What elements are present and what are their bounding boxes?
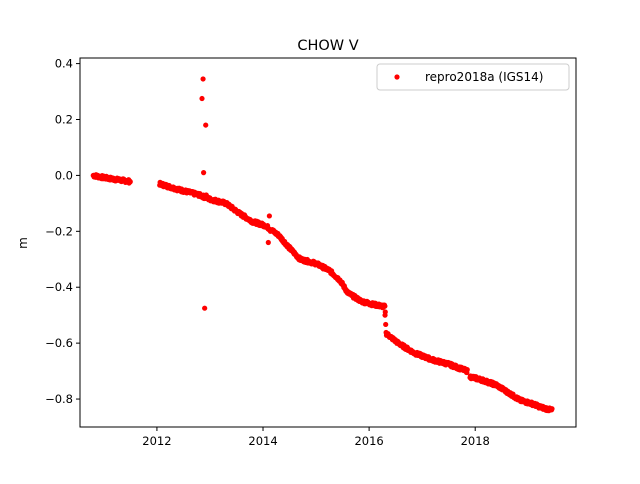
data-point xyxy=(382,303,388,309)
y-tick-label: −0.6 xyxy=(45,336,73,350)
plot-frame xyxy=(79,57,577,428)
outlier-point xyxy=(203,192,209,198)
legend-label: repro2018a (IGS14) xyxy=(425,70,543,84)
outlier-point xyxy=(266,213,272,219)
data-point xyxy=(549,406,555,412)
outlier-point xyxy=(202,305,208,311)
y-tick-label: 0.2 xyxy=(55,113,73,127)
outlier-point xyxy=(382,312,388,318)
data-point xyxy=(464,367,470,373)
legend-box xyxy=(376,63,570,91)
y-tick-label: −0.2 xyxy=(45,224,73,238)
data-point xyxy=(383,321,389,328)
y-tick-label: 0.4 xyxy=(55,57,73,71)
legend-marker xyxy=(394,74,400,80)
outlier-point xyxy=(201,170,207,176)
x-tick-label: 2012 xyxy=(142,434,171,448)
outlier-point xyxy=(265,239,271,246)
y-tick-label: 0.0 xyxy=(55,168,73,182)
outlier-point xyxy=(267,228,274,234)
data-points xyxy=(90,76,555,414)
x-tick-label: 2014 xyxy=(248,434,277,448)
x-tick-label: 2018 xyxy=(461,434,490,448)
y-tick-label: −0.8 xyxy=(45,392,73,406)
x-axis-ticks: 2012 2014 2016 2018 xyxy=(142,427,490,448)
y-axis-ticks: −0.8 −0.6 −0.4 −0.2 0.0 0.2 0.4 xyxy=(45,57,80,406)
x-tick-label: 2016 xyxy=(354,434,383,448)
y-tick-label: −0.4 xyxy=(45,280,73,294)
y-axis-label: m xyxy=(16,237,30,249)
chart-title: CHOW V xyxy=(297,38,358,54)
outlier-point xyxy=(200,76,206,82)
outlier-point xyxy=(199,95,205,102)
legend: repro2018a (IGS14) xyxy=(376,63,570,91)
outlier-point xyxy=(203,122,209,128)
data-point xyxy=(127,179,133,185)
